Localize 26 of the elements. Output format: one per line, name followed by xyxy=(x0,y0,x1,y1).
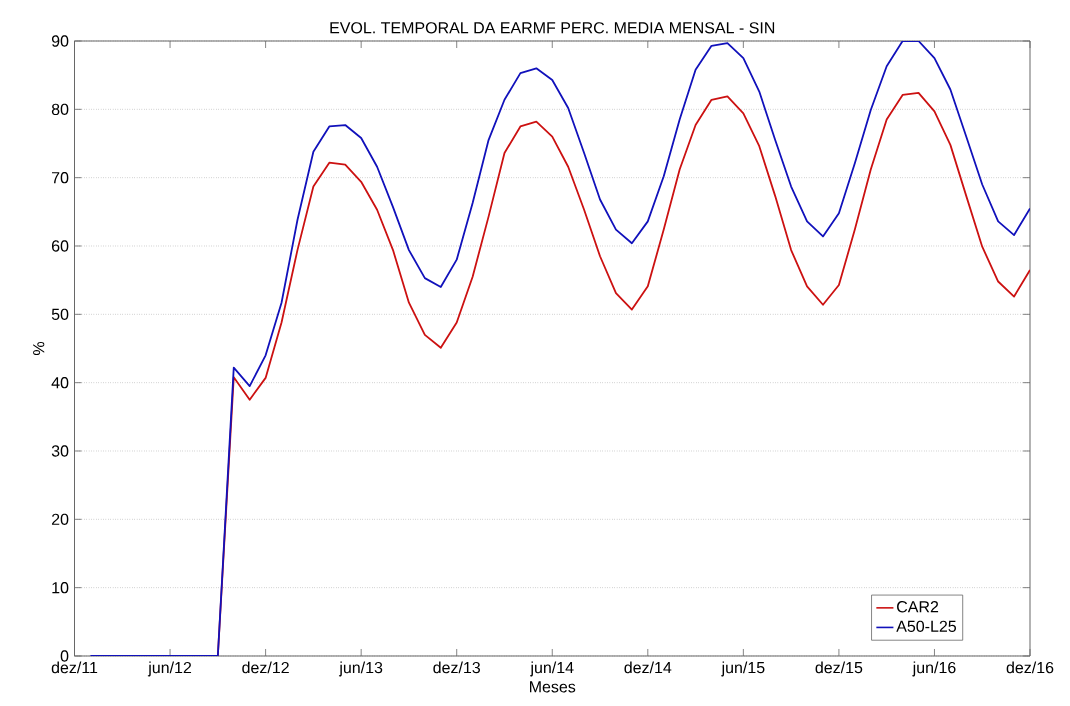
y-tick-label: 70 xyxy=(52,172,69,184)
x-tick-label: dez/13 xyxy=(433,661,481,674)
x-tick-label: jun/16 xyxy=(912,661,956,677)
x-tick-label: dez/12 xyxy=(242,661,289,674)
x-tick-label: jun/13 xyxy=(338,661,383,677)
y-tick-label: 10 xyxy=(52,582,69,594)
x-tick-label: dez/11 xyxy=(51,661,98,674)
x-tick-label: jun/15 xyxy=(721,661,765,677)
y-tick-label: 60 xyxy=(52,240,69,252)
x-tick-label: dez/15 xyxy=(815,661,863,674)
y-tick-label: 0 xyxy=(60,650,69,662)
x-tick-label: dez/16 xyxy=(1006,661,1054,674)
y-tick-label: 50 xyxy=(51,308,69,320)
y-tick-label: 40 xyxy=(51,377,69,389)
y-tick-label: 90 xyxy=(51,35,69,47)
y-axis-title: % xyxy=(33,341,45,356)
chart-title: EVOL. TEMPORAL DA EARMF PERC. MEDIA MENSAL - SIN xyxy=(330,22,775,34)
x-tick-label: jun/12 xyxy=(147,661,192,677)
y-tick-label: 80 xyxy=(51,103,69,115)
x-tick-label: jun/14 xyxy=(530,661,574,677)
y-tick-label: 20 xyxy=(51,513,69,525)
y-tick-label: 30 xyxy=(51,445,69,457)
legend-label: CAR2 xyxy=(897,601,939,613)
x-axis-title: Meses xyxy=(530,681,576,693)
x-tick-label: dez/14 xyxy=(624,661,672,674)
legend-label: A50-L25 xyxy=(896,620,957,632)
